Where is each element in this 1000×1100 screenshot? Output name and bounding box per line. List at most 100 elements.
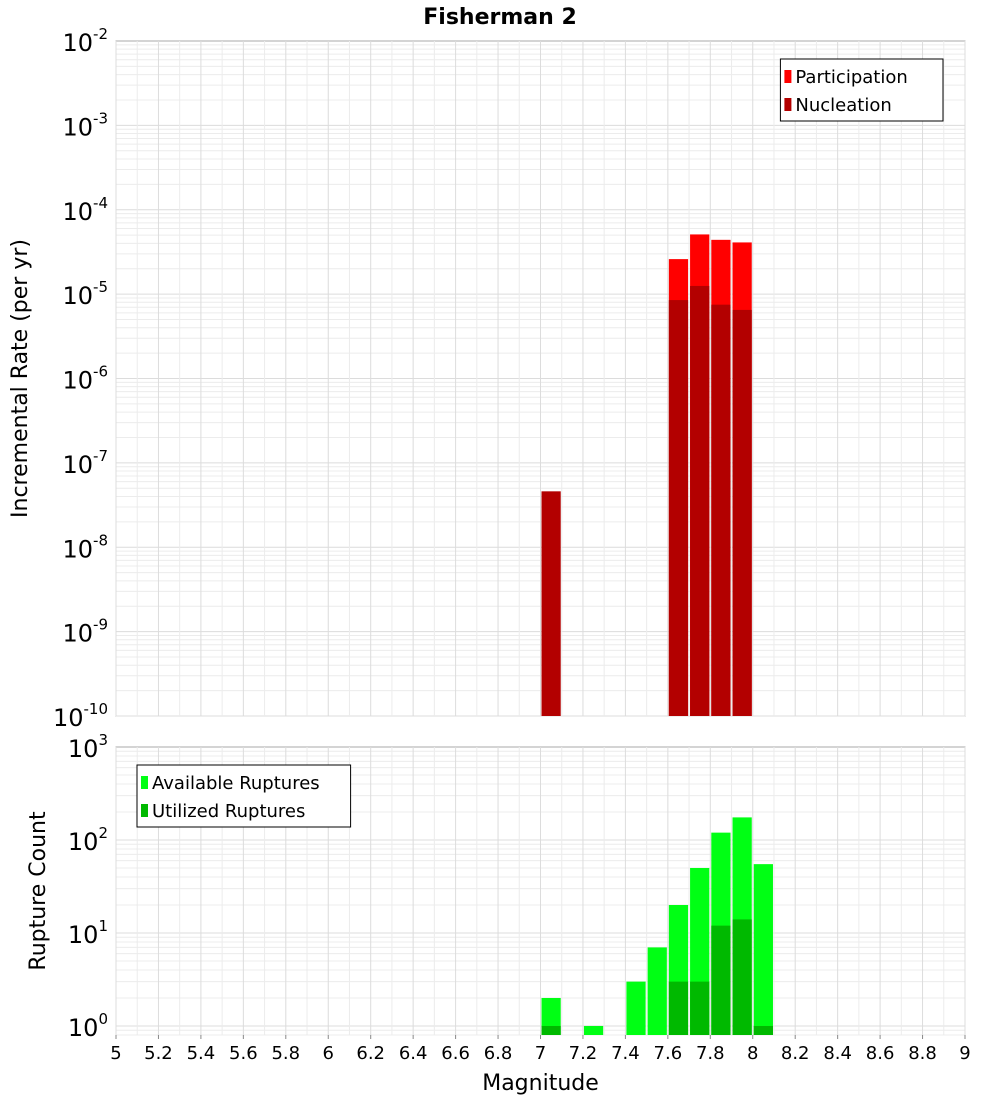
y-tick-exponent: 1: [98, 917, 108, 935]
y-tick-label: 103: [68, 731, 108, 763]
y-tick-label: 10-7: [62, 447, 108, 479]
count-y-axis-label: Rupture Count: [26, 811, 51, 971]
x-tick-label: 7.4: [611, 1043, 640, 1064]
y-tick-base: 10: [68, 828, 99, 856]
y-tick-exponent: -2: [93, 25, 108, 43]
nucleation-bar: [732, 309, 752, 716]
x-tick-label: 7.8: [696, 1043, 725, 1064]
y-tick-exponent: -7: [93, 447, 108, 465]
available-ruptures-bar: [541, 997, 561, 1035]
y-tick-label: 10-6: [62, 363, 108, 395]
y-tick-exponent: -10: [84, 700, 109, 718]
legend-box: [136, 764, 352, 828]
utilized-ruptures-bar: [668, 981, 689, 1035]
y-tick-base: 10: [62, 367, 93, 395]
x-tick-label: 5.4: [187, 1043, 216, 1064]
y-tick-exponent: -4: [93, 194, 108, 212]
x-tick-label: 8.8: [908, 1043, 937, 1064]
utilized-ruptures-bar: [690, 981, 710, 1035]
y-tick-label: 10-3: [62, 109, 108, 141]
y-tick-exponent: -3: [93, 109, 108, 127]
x-tick-label: 5.8: [271, 1043, 300, 1064]
nucleation-bar: [711, 304, 731, 716]
x-tick-label: 8: [747, 1043, 758, 1064]
rate-legend: Participation Nucleation: [779, 58, 944, 122]
y-tick-label: 10-9: [62, 616, 108, 648]
available-ruptures-bar: [583, 1025, 604, 1035]
y-tick-exponent: -9: [93, 616, 108, 634]
y-tick-base: 10: [62, 535, 93, 563]
x-tick-label: 6.8: [484, 1043, 513, 1064]
y-tick-exponent: 3: [98, 731, 108, 749]
x-tick-label: 9: [959, 1043, 970, 1064]
x-tick-label: 5: [110, 1043, 121, 1064]
utilized-ruptures-bar: [732, 919, 752, 1035]
y-tick-base: 10: [62, 29, 93, 57]
x-tick-label: 7.2: [569, 1043, 598, 1064]
y-tick-label: 10-5: [62, 278, 108, 310]
nucleation-bar: [668, 300, 689, 716]
x-tick-label: 7.6: [654, 1043, 683, 1064]
chart-title: Fisherman 2: [423, 5, 577, 30]
utilized-ruptures-bar: [541, 1025, 561, 1035]
x-tick-label: 6.2: [356, 1043, 385, 1064]
x-tick-label: 5.2: [144, 1043, 173, 1064]
x-tick-label: 6.4: [399, 1043, 428, 1064]
x-tick-label: 8.2: [781, 1043, 810, 1064]
count-legend: Available Ruptures Utilized Ruptures: [136, 764, 352, 828]
y-tick-base: 10: [62, 113, 93, 141]
x-tick-label: 6: [323, 1043, 334, 1064]
y-tick-base: 10: [68, 1014, 99, 1042]
available-ruptures-bar: [626, 981, 646, 1035]
x-axis-label: Magnitude: [482, 1071, 599, 1096]
legend-box: [779, 58, 944, 122]
legend-label: Nucleation: [795, 95, 891, 116]
y-tick-base: 10: [68, 921, 99, 949]
legend-swatch: [784, 98, 792, 111]
utilized-ruptures-bar: [753, 1025, 773, 1035]
y-tick-exponent: -6: [93, 363, 108, 381]
magnitude-x-ticks: 5 5.2 5.4 5.6 5.8 6 6.2 6.4 6.6 6.8 7 7.2 7.4 7.6 7.8 8…: [110, 1035, 971, 1064]
legend-label: Participation: [795, 67, 907, 88]
y-tick-label: 102: [68, 824, 108, 856]
legend-label: Available Ruptures: [152, 773, 320, 794]
y-tick-label: 10-4: [62, 194, 108, 226]
legend-swatch: [141, 804, 148, 817]
available-ruptures-bar: [753, 864, 773, 1035]
legend-swatch: [784, 70, 792, 83]
nucleation-bar: [541, 491, 561, 716]
y-tick-exponent: -5: [93, 278, 108, 296]
count-bars: [541, 817, 773, 1035]
legend-swatch: [141, 776, 148, 789]
x-tick-label: 7: [535, 1043, 546, 1064]
x-tick-label: 6.6: [441, 1043, 470, 1064]
y-tick-label: 10-10: [53, 700, 108, 732]
utilized-ruptures-bar: [711, 925, 731, 1035]
rate-grid: [115, 41, 966, 717]
x-tick-label: 8.6: [866, 1043, 895, 1064]
x-tick-label: 8.4: [823, 1043, 852, 1064]
x-tick-label: 5.6: [229, 1043, 258, 1064]
rate-bars: [541, 234, 752, 716]
available-ruptures-bar: [647, 947, 667, 1035]
y-tick-base: 10: [53, 704, 84, 732]
y-tick-base: 10: [62, 620, 93, 648]
y-tick-label: 10-2: [62, 25, 108, 57]
y-tick-base: 10: [62, 198, 93, 226]
y-tick-label: 101: [68, 917, 108, 949]
y-tick-base: 10: [68, 735, 99, 763]
y-tick-base: 10: [62, 451, 93, 479]
y-tick-label: 100: [68, 1010, 108, 1042]
rate-y-axis-label: Incremental Rate (per yr): [8, 239, 33, 518]
y-tick-exponent: -8: [93, 531, 108, 549]
y-tick-exponent: 2: [98, 824, 108, 842]
y-tick-label: 10-8: [62, 531, 108, 563]
y-tick-exponent: 0: [98, 1010, 108, 1028]
y-tick-base: 10: [62, 282, 93, 310]
nucleation-bar: [690, 285, 710, 716]
